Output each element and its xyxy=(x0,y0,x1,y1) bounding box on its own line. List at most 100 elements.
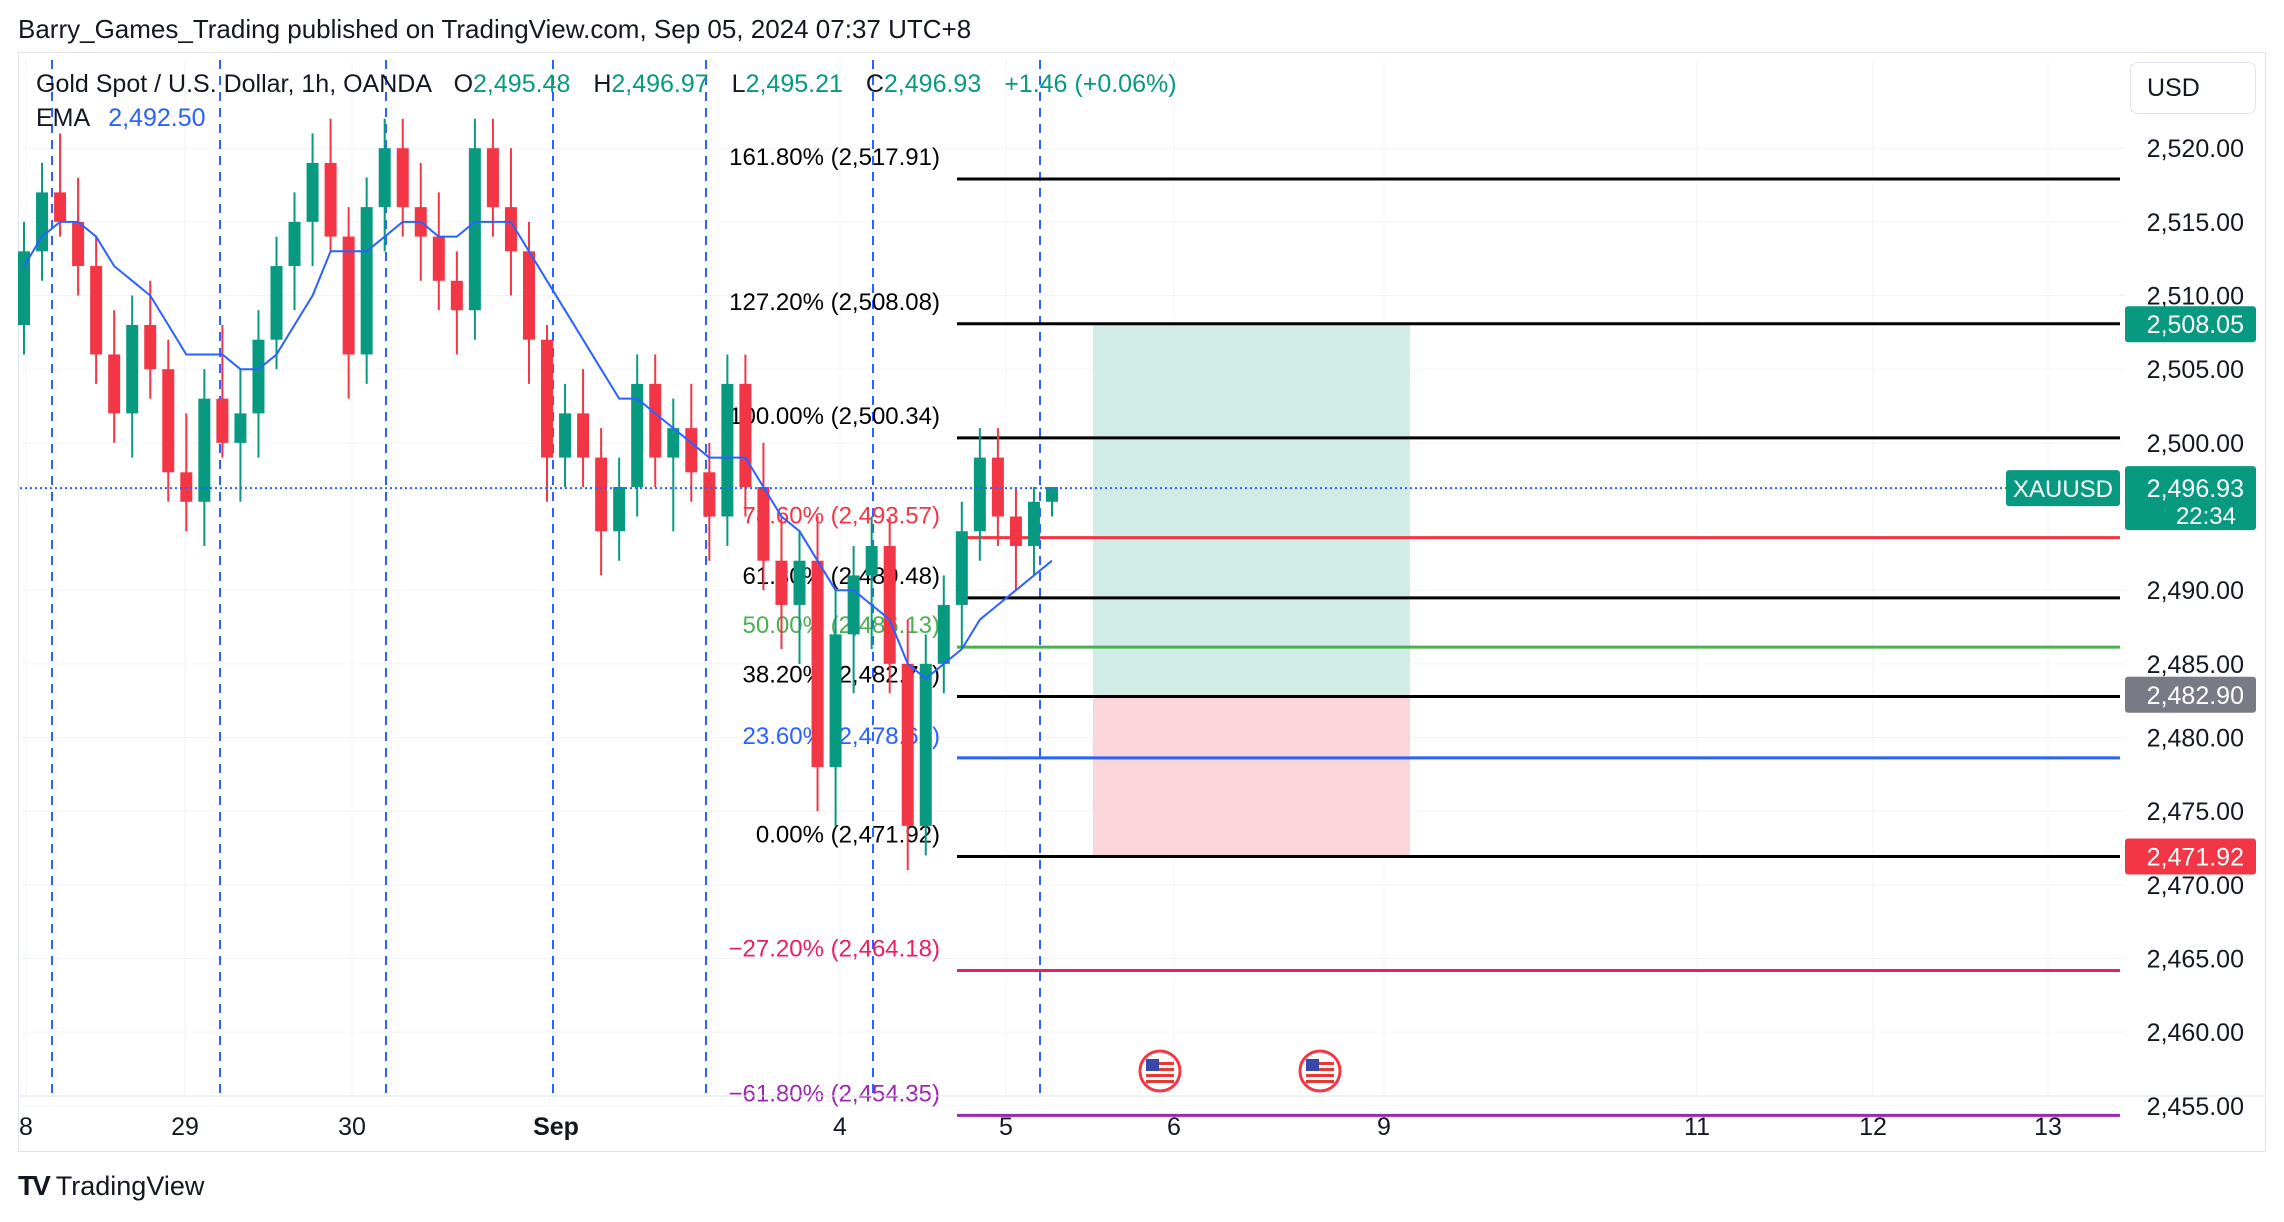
candle-body xyxy=(721,383,734,517)
candle-body xyxy=(973,457,986,532)
fib-level-label: 100.00% (2,500.34) xyxy=(729,403,940,430)
us-flag-event-icon xyxy=(1138,1049,1182,1093)
candle-body xyxy=(613,487,626,532)
position-zones xyxy=(1093,324,1410,857)
target-zone xyxy=(1093,324,1410,695)
stop-zone xyxy=(1093,694,1410,857)
candle-body xyxy=(811,560,824,767)
price-axis: 2,520.00 2,515.00 2,510.00 2,505.00 2,500.00… xyxy=(2147,135,2244,1121)
last-price-text: 2,496.93 xyxy=(2147,475,2244,503)
price-badge-text: 2,482.90 xyxy=(2147,682,2244,710)
time-tick-label: 9 xyxy=(1377,1113,1391,1141)
candle-body xyxy=(991,457,1004,517)
price-tick-label: 2,465.00 xyxy=(2147,945,2244,973)
candle-body xyxy=(324,162,337,237)
time-tick-label: 5 xyxy=(999,1113,1013,1141)
candle-body xyxy=(504,207,517,252)
close-value: 2,496.93 xyxy=(883,70,982,98)
candle-body xyxy=(541,339,554,458)
candle-body xyxy=(919,663,932,826)
time-tick-label: 30 xyxy=(338,1113,366,1141)
candle-body xyxy=(396,148,409,208)
publish-info: Barry_Games_Trading published on Trading… xyxy=(18,14,972,44)
candle-body xyxy=(595,457,608,532)
candle-body xyxy=(685,428,698,473)
time-tick-label: 11 xyxy=(1684,1113,1710,1141)
price-tick-label: 2,510.00 xyxy=(2147,283,2244,311)
fib-level-label: −27.20% (2,464.18) xyxy=(729,936,941,963)
fib-level-label: 127.20% (2,508.08) xyxy=(729,289,940,316)
candle-body xyxy=(252,339,265,414)
candle-body xyxy=(955,531,968,605)
fib-level-label: 161.80% (2,517.91) xyxy=(729,144,940,171)
price-tick-label: 2,520.00 xyxy=(2147,135,2244,163)
candle-body xyxy=(667,428,680,458)
price-tick-label: 2,475.00 xyxy=(2147,798,2244,826)
candle-body xyxy=(180,472,193,502)
symbol-label[interactable]: Gold Spot / U.S. Dollar, 1h, OANDA xyxy=(36,70,431,98)
price-badge-text: 2,471.92 xyxy=(2147,844,2244,872)
candle-body xyxy=(757,487,770,561)
tradingview-logo[interactable]: TV TradingView xyxy=(18,1170,204,1202)
candle-body xyxy=(378,148,391,208)
candle-body xyxy=(144,324,157,370)
fib-level-label: 0.00% (2,471.92) xyxy=(756,822,940,849)
price-tick-label: 2,455.00 xyxy=(2147,1093,2244,1121)
chart-grid xyxy=(20,60,2126,1107)
ema-legend[interactable]: EMA 2,492.50 xyxy=(36,104,206,133)
candle-body xyxy=(865,545,878,576)
ohlc-legend: Gold Spot / U.S. Dollar, 1h, OANDA O2,49… xyxy=(36,70,1177,99)
candle-body xyxy=(577,413,590,458)
price-tick-label: 2,470.00 xyxy=(2147,872,2244,900)
candle-body xyxy=(829,634,842,767)
candle-body xyxy=(901,663,914,826)
open-label: O xyxy=(453,70,474,98)
time-tick-label: 29 xyxy=(171,1113,199,1141)
candle-body xyxy=(288,221,301,267)
vertical-dashed-lines xyxy=(51,60,1041,1096)
candle-body xyxy=(306,162,319,222)
fib-level-label: 78.60% (2,493.57) xyxy=(743,503,940,530)
tradingview-logo-icon: TV xyxy=(18,1170,51,1201)
candle-body xyxy=(1046,487,1058,502)
candle-body xyxy=(937,604,950,664)
candle-body xyxy=(162,369,175,473)
price-tick-label: 2,500.00 xyxy=(2147,430,2244,458)
price-tick-label: 2,460.00 xyxy=(2147,1019,2244,1047)
candle-body xyxy=(126,324,139,414)
high-value: 2,496.97 xyxy=(611,70,709,98)
open-value: 2,495.48 xyxy=(473,70,571,98)
fib-level-label: 61.80% (2,489.48) xyxy=(743,563,940,590)
ema-label: EMA xyxy=(36,104,91,132)
candle-body xyxy=(793,560,806,605)
price-tick-label: 2,505.00 xyxy=(2147,356,2244,384)
time-axis: 8 29 30 Sep 4 5 6 9 11 12 13 xyxy=(18,1095,2266,1141)
candle-body xyxy=(198,398,211,502)
price-tick-label: 2,480.00 xyxy=(2147,724,2244,752)
last-price-badge xyxy=(2125,466,2256,531)
candle-body xyxy=(631,383,644,488)
chart-frame[interactable] xyxy=(18,52,2266,1152)
time-tick-label: 8 xyxy=(19,1113,33,1141)
candle-body xyxy=(216,398,229,443)
price-tick-label: 2,485.00 xyxy=(2147,651,2244,679)
candle-body xyxy=(18,251,30,325)
time-tick-label: 4 xyxy=(833,1113,847,1141)
candle-body xyxy=(703,472,716,517)
high-label: H xyxy=(593,70,612,98)
candle-body xyxy=(90,266,103,355)
candle-body xyxy=(1009,516,1022,546)
change-value: +1.46 (+0.06%) xyxy=(1004,70,1177,98)
candle-body xyxy=(883,545,896,664)
currency-button[interactable]: USD xyxy=(2130,62,2256,114)
candle-body xyxy=(432,236,445,281)
price-badge xyxy=(2125,838,2256,875)
price-badge xyxy=(2125,306,2256,343)
ema-line xyxy=(23,220,1053,680)
candle-body xyxy=(1027,501,1040,546)
candle-body xyxy=(36,192,49,252)
economic-events xyxy=(1138,1049,1342,1093)
tradingview-brand: TradingView xyxy=(55,1170,205,1201)
